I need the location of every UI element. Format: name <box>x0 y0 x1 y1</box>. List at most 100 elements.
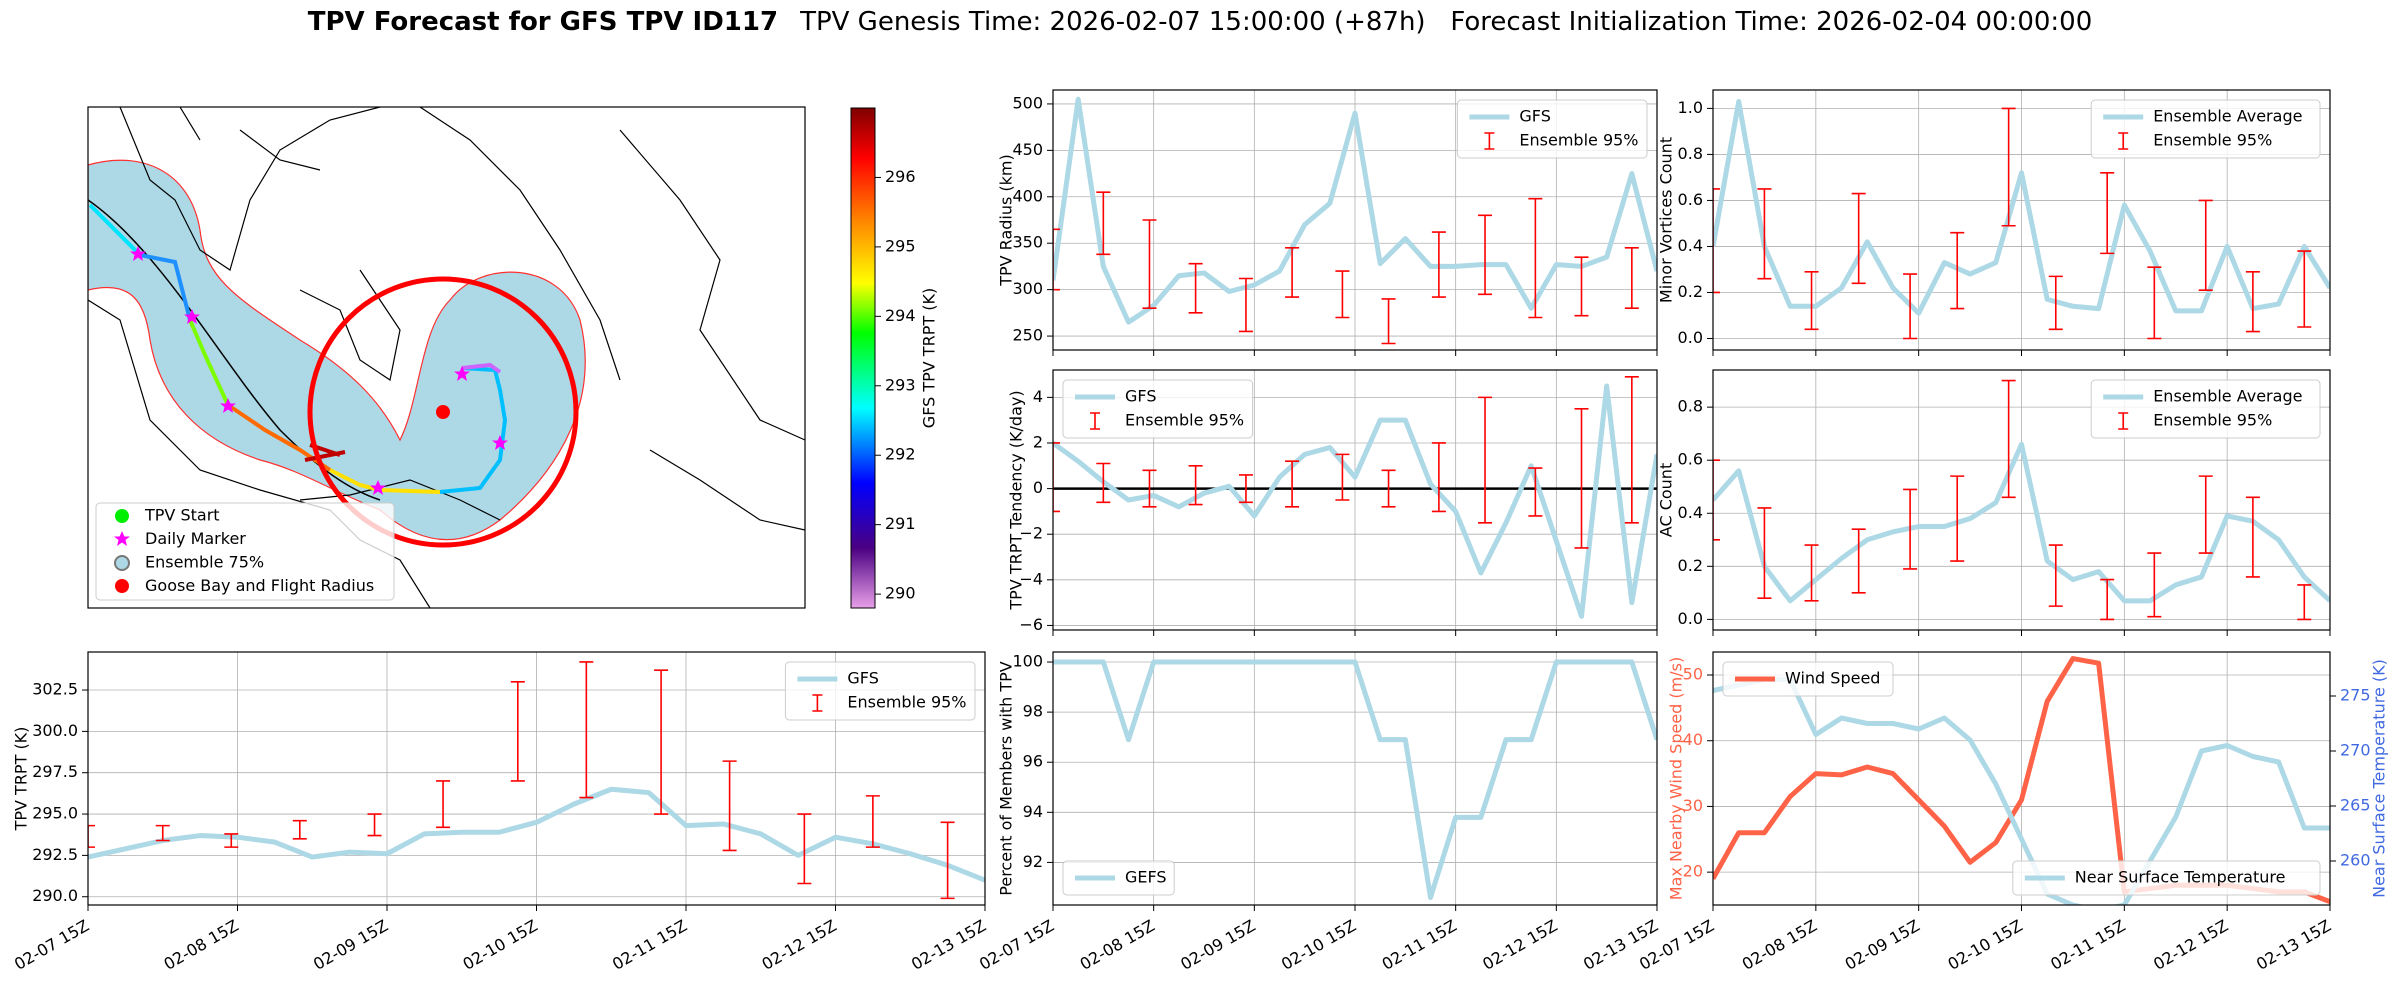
x-tick-label: 02-13 15Z <box>908 916 989 974</box>
plot-content <box>1053 659 1657 900</box>
daily-marker <box>370 480 386 495</box>
legend-label: Ensemble 95% <box>1125 411 1244 430</box>
error-bar <box>1431 442 1446 513</box>
error-bar <box>2048 544 2063 607</box>
y-tick-label: 300 <box>1012 279 1043 298</box>
x-tick-label: 02-11 15Z <box>1379 916 1460 974</box>
error-bar <box>1528 197 1543 319</box>
y-tick-label: −2 <box>1019 524 1043 543</box>
plot-content <box>1053 376 1657 619</box>
error-bar <box>2048 275 2063 331</box>
y-tick-label: 1.0 <box>1678 98 1703 117</box>
error-bar <box>2100 172 2115 255</box>
daily-marker <box>492 435 508 450</box>
legend <box>2090 379 2321 439</box>
y2-tick-label: 275 <box>2340 686 2371 705</box>
legend-marker <box>115 509 129 523</box>
ensemble-area <box>88 159 586 541</box>
error-bar <box>722 760 737 852</box>
error-bar <box>1851 192 1866 285</box>
legend-label: GFS <box>1125 387 1156 406</box>
map-legend <box>95 502 395 601</box>
error-bar <box>367 813 382 837</box>
y-tick-label: 0 <box>1033 478 1043 497</box>
error-bar <box>797 813 812 885</box>
x-tick-label: 02-09 15Z <box>1177 916 1258 974</box>
y-tick-label: 50 <box>1683 665 1703 684</box>
error-bar <box>2001 107 2016 227</box>
y-tick-label: 500 <box>1012 93 1043 112</box>
map: TPV Start Daily Marker Ensemble 75% Goose B… <box>87 106 939 609</box>
y-tick-label: 92 <box>1023 852 1043 871</box>
y-tick-label: 0.4 <box>1678 503 1703 522</box>
colorbar-tick-label: 291 <box>885 514 916 533</box>
y-tick-label: 400 <box>1012 186 1043 205</box>
daily-marker <box>220 398 236 413</box>
error-bar <box>1381 298 1396 345</box>
coastline <box>88 107 805 608</box>
error-bar <box>1238 474 1253 504</box>
plot-frame <box>87 651 986 906</box>
plot-frame <box>1052 369 1658 631</box>
track-segment <box>461 362 502 374</box>
error-bar <box>1624 376 1639 524</box>
track-segment <box>188 319 230 406</box>
plot-content <box>1713 379 2330 621</box>
legend-label: Ensemble 95% <box>847 693 966 712</box>
legend-marker <box>115 579 129 593</box>
x-tick-label: 02-08 15Z <box>1739 916 1820 974</box>
daily-marker <box>184 309 200 324</box>
panel: 02-07 15Z 02-08 15Z 02-09 15Z 02-10 15Z 02-1… <box>976 651 1661 974</box>
line-series <box>88 786 985 883</box>
error-bar <box>1188 262 1203 314</box>
plot-content <box>88 661 985 900</box>
y-tick-label: 250 <box>1012 326 1043 345</box>
legend-swatch <box>2118 132 2129 150</box>
x-tick-label: 02-10 15Z <box>1278 916 1359 974</box>
x-tick-label: 02-08 15Z <box>1077 916 1158 974</box>
legend-label: Daily Marker <box>145 529 246 548</box>
error-bar <box>510 680 525 782</box>
y-tick-label: 297.5 <box>32 762 78 781</box>
y-tick-label: 96 <box>1023 752 1043 771</box>
error-bar <box>1335 270 1350 319</box>
y-tick-label: 350 <box>1012 233 1043 252</box>
flight-radius <box>307 276 579 548</box>
x-tick-label: 02-10 15Z <box>1944 916 2025 974</box>
error-bar <box>2198 199 2213 291</box>
goose-bay <box>436 405 450 419</box>
legend-label: Ensemble 75% <box>145 553 264 572</box>
line-series <box>1053 659 1657 900</box>
y-axis-label: Percent of Members with TPV <box>997 661 1016 895</box>
plot-content <box>1713 99 2330 340</box>
legend-label: Ensemble 95% <box>2153 411 2272 430</box>
y-tick-label: 0.6 <box>1678 450 1703 469</box>
legend-label: Ensemble Average <box>2153 387 2302 406</box>
daily-marker <box>130 246 146 261</box>
error-bar <box>155 824 170 842</box>
x-tick-label: 02-12 15Z <box>1479 916 1560 974</box>
y-tick-label: −6 <box>1019 615 1043 634</box>
y-tick-label: 0.0 <box>1678 328 1703 347</box>
panel: 0.0 0.2 0.4 0.6 0.8 AC Count Ensemble Average E… <box>1657 369 2331 636</box>
legend-label: Near Surface Temperature <box>2075 868 2286 887</box>
track-segment <box>329 468 441 494</box>
y-tick-label: 295.0 <box>32 804 78 823</box>
y-axis-label: TPV TRPT (K) <box>12 727 31 832</box>
error-bar <box>1096 462 1111 504</box>
error-bar <box>1713 188 1720 294</box>
title: TPV Forecast for GFS TPV ID117 <box>308 7 778 37</box>
error-bar <box>436 780 451 829</box>
error-bar <box>1285 460 1300 508</box>
y-tick-label: 98 <box>1023 702 1043 721</box>
legend-label: Ensemble 95% <box>1519 131 1638 150</box>
y-tick-label: 20 <box>1683 862 1703 881</box>
plot-frame <box>1712 651 2331 906</box>
error-bar <box>1851 528 1866 594</box>
error-bar <box>1624 247 1639 310</box>
error-bar <box>88 824 95 848</box>
y-tick-label: 0.8 <box>1678 144 1703 163</box>
error-bar <box>1053 228 1060 291</box>
x-tick-label: 02-07 15Z <box>11 916 92 974</box>
